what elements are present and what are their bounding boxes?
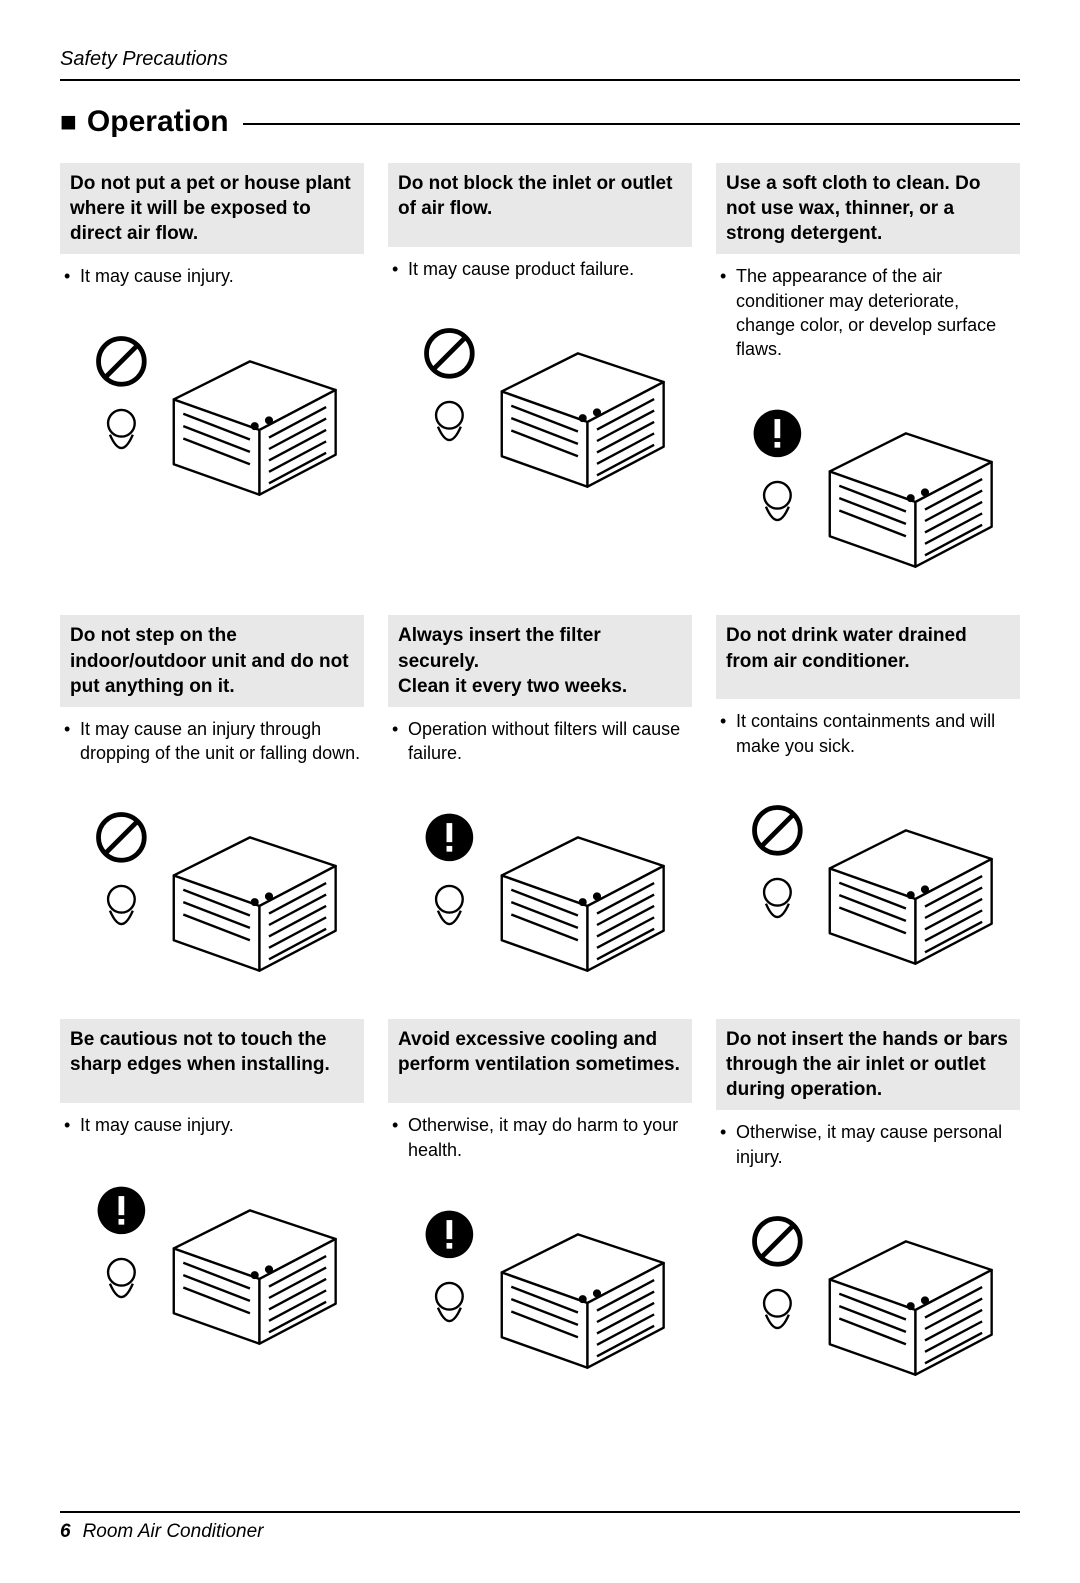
page-footer: 6 Room Air Conditioner	[60, 1511, 1020, 1543]
precaution-illustration-wrap	[716, 381, 1020, 581]
footer-title: Room Air Conditioner	[83, 1521, 264, 1542]
precaution-heading: Avoid excessive cooling and perform vent…	[388, 1019, 692, 1103]
precaution-bullets: Otherwise, it may cause personal injury.	[716, 1110, 1020, 1175]
precaution-bullet-item: It may cause product failure.	[392, 257, 692, 281]
precaution-illustration	[725, 381, 1011, 581]
precaution-bullet-item: It may cause injury.	[64, 264, 364, 288]
precaution-bullets: It contains containments and will make y…	[716, 699, 1020, 764]
precaution-illustration	[397, 301, 683, 501]
precaution-illustration	[397, 1182, 683, 1382]
section-title-row: ■ Operation	[60, 105, 1020, 139]
precaution-cell: Do not put a pet or house plant where it…	[60, 163, 364, 581]
section-title-line	[243, 123, 1020, 125]
precaution-cell: Do not step on the indoor/outdoor unit a…	[60, 615, 364, 985]
precaution-bullet-item: Otherwise, it may cause personal injury.	[720, 1120, 1020, 1169]
precaution-illustration	[725, 1189, 1011, 1389]
precaution-heading: Do not put a pet or house plant where it…	[60, 163, 364, 254]
precaution-bullet-item: Operation without filters will cause fai…	[392, 717, 692, 766]
precaution-illustration	[397, 785, 683, 985]
precaution-illustration-wrap	[60, 1158, 364, 1358]
section-bullet-icon: ■	[60, 108, 77, 136]
precaution-heading: Do not step on the indoor/outdoor unit a…	[60, 615, 364, 706]
precaution-heading: Always insert the filter securely.Clean …	[388, 615, 692, 706]
precaution-bullet-item: The appearance of the air conditioner ma…	[720, 264, 1020, 361]
precaution-heading: Be cautious not to touch the sharp edges…	[60, 1019, 364, 1103]
precaution-cell: Avoid excessive cooling and perform vent…	[388, 1019, 692, 1389]
precaution-illustration-wrap	[716, 1189, 1020, 1389]
precaution-illustration-wrap	[388, 785, 692, 985]
precaution-bullets: It may cause injury.	[60, 254, 364, 294]
precaution-illustration	[725, 778, 1011, 978]
precaution-bullets: It may cause an injury through dropping …	[60, 707, 364, 772]
precaution-bullet-item: It may cause an injury through dropping …	[64, 717, 364, 766]
precaution-illustration	[69, 309, 355, 509]
precaution-illustration-wrap	[716, 778, 1020, 978]
precaution-cell: Always insert the filter securely.Clean …	[388, 615, 692, 985]
precaution-cell: Be cautious not to touch the sharp edges…	[60, 1019, 364, 1389]
precaution-bullet-item: Otherwise, it may do harm to your health…	[392, 1113, 692, 1162]
precaution-grid: Do not put a pet or house plant where it…	[60, 163, 1020, 1389]
precaution-cell: Do not drink water drained from air cond…	[716, 615, 1020, 985]
precaution-bullets: The appearance of the air conditioner ma…	[716, 254, 1020, 367]
precaution-heading: Use a soft cloth to clean. Do not use wa…	[716, 163, 1020, 254]
precaution-heading: Do not drink water drained from air cond…	[716, 615, 1020, 699]
precaution-illustration-wrap	[60, 785, 364, 985]
precaution-illustration-wrap	[388, 1182, 692, 1382]
precaution-cell: Do not block the inlet or outlet of air …	[388, 163, 692, 581]
precaution-illustration-wrap	[388, 301, 692, 501]
precaution-illustration	[69, 1158, 355, 1358]
precaution-bullet-item: It may cause injury.	[64, 1113, 364, 1137]
precaution-bullets: It may cause product failure.	[388, 247, 692, 287]
page-number: 6	[60, 1521, 71, 1542]
precaution-cell: Use a soft cloth to clean. Do not use wa…	[716, 163, 1020, 581]
precaution-bullet-item: It contains containments and will make y…	[720, 709, 1020, 758]
precaution-illustration-wrap	[60, 309, 364, 509]
precaution-illustration	[69, 785, 355, 985]
precaution-cell: Do not insert the hands or bars through …	[716, 1019, 1020, 1389]
header-label: Safety Precautions	[60, 48, 1020, 71]
footer-rule	[60, 1511, 1020, 1513]
header-rule	[60, 79, 1020, 81]
precaution-bullets: Otherwise, it may do harm to your health…	[388, 1103, 692, 1168]
precaution-bullets: Operation without filters will cause fai…	[388, 707, 692, 772]
precaution-bullets: It may cause injury.	[60, 1103, 364, 1143]
precaution-heading: Do not insert the hands or bars through …	[716, 1019, 1020, 1110]
section-title: Operation	[87, 105, 229, 139]
precaution-heading: Do not block the inlet or outlet of air …	[388, 163, 692, 247]
